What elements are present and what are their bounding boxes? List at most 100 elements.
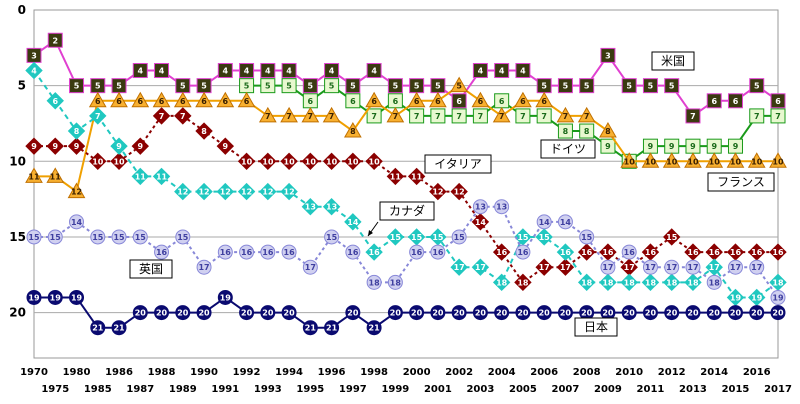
marker-circle	[536, 214, 552, 230]
y-tick-label: 20	[9, 306, 26, 320]
data-point: 6	[237, 91, 256, 108]
data-point: 6	[302, 93, 318, 109]
marker-diamond	[577, 273, 596, 292]
marker-triangle	[620, 152, 639, 168]
data-label: 17	[751, 263, 762, 272]
marker-diamond	[492, 243, 511, 261]
data-label: 15	[539, 233, 551, 242]
data-point: 11	[46, 167, 65, 183]
data-label: 4	[31, 67, 37, 76]
x-tick-label: 1988	[148, 367, 176, 378]
marker-circle	[642, 259, 658, 275]
marker-diamond	[322, 152, 341, 171]
data-point: 20	[642, 305, 658, 321]
data-point: 7	[409, 108, 425, 124]
data-point: 15	[429, 228, 447, 246]
data-label: 20	[284, 309, 296, 318]
marker-diamond	[216, 182, 235, 201]
data-label: 4	[159, 67, 165, 76]
data-label: 6	[499, 97, 505, 106]
series-label-text: フランス	[717, 175, 765, 189]
data-label: 18	[602, 278, 614, 287]
data-label: 18	[687, 278, 699, 287]
data-label: 9	[223, 142, 229, 151]
marker-circle	[451, 305, 467, 321]
data-point: 9	[600, 138, 616, 154]
data-label: 20	[198, 309, 210, 318]
data-point: 13	[322, 197, 341, 216]
data-label: 5	[541, 82, 547, 91]
marker-square	[621, 78, 637, 94]
data-label: 20	[347, 309, 359, 318]
data-label: 10	[709, 157, 721, 166]
data-point: 7	[515, 108, 531, 124]
marker-circle	[706, 274, 722, 290]
data-label: 12	[241, 188, 252, 197]
marker-circle	[727, 305, 743, 321]
data-point: 7	[492, 106, 511, 123]
data-point: 6	[494, 93, 510, 109]
data-label: 20	[624, 309, 636, 318]
data-point: 7	[749, 108, 765, 124]
data-label: 12	[284, 188, 295, 197]
x-tick-label: 1995	[296, 384, 324, 395]
data-point: 20	[685, 305, 701, 321]
data-label: 10	[666, 157, 678, 166]
data-point: 10	[365, 152, 383, 171]
marker-square	[302, 78, 318, 94]
x-tick-label: 1999	[381, 384, 409, 395]
data-point: 15	[535, 228, 553, 246]
marker-circle	[196, 305, 212, 321]
marker-square	[706, 93, 722, 109]
series-label-text: 日本	[584, 320, 608, 334]
data-point: 17	[749, 259, 765, 275]
marker-circle	[494, 305, 510, 321]
data-label: 16	[411, 248, 423, 257]
data-label: 10	[284, 157, 296, 166]
data-label: 7	[329, 112, 335, 121]
marker-circle	[451, 229, 467, 245]
marker-circle	[281, 244, 297, 260]
data-label: 17	[602, 263, 613, 272]
series-イタリア: 9 9 9 10 10 9 7 7 8 9 10 10 10 10 10 10 10 11 11 12 12 14 16 18…	[25, 107, 787, 292]
data-label: 6	[371, 97, 377, 106]
data-point: 10	[280, 152, 298, 171]
data-label: 13	[496, 203, 507, 212]
data-label: 10	[645, 157, 657, 166]
data-label: 14	[347, 218, 359, 227]
marker-square	[770, 93, 786, 109]
data-point: 4	[494, 63, 510, 79]
data-label: 16	[517, 248, 529, 257]
y-tick-label: 15	[9, 230, 26, 244]
data-label: 9	[605, 142, 611, 151]
y-tick-label: 5	[18, 79, 26, 93]
data-point: 20	[494, 305, 510, 321]
data-label: 17	[560, 263, 571, 272]
data-label: 5	[308, 82, 314, 91]
marker-square	[557, 123, 573, 139]
data-point: 15	[132, 229, 148, 245]
data-label: 17	[709, 263, 720, 272]
marker-triangle	[25, 167, 43, 183]
data-point: 16	[769, 243, 787, 261]
data-point: 7	[366, 108, 382, 124]
marker-circle	[47, 289, 63, 305]
data-point: 16	[726, 243, 745, 261]
data-point: 16	[281, 244, 297, 260]
data-point: 4	[132, 63, 148, 79]
marker-circle	[26, 229, 42, 245]
data-point: 20	[727, 305, 743, 321]
x-tick-label: 2008	[573, 367, 601, 378]
series-label-box	[651, 51, 695, 71]
data-label: 4	[286, 67, 292, 76]
data-point: 18	[706, 274, 722, 290]
data-label: 5	[286, 82, 292, 91]
data-label: 18	[772, 278, 784, 287]
data-point: 14	[536, 214, 552, 230]
data-point: 20	[345, 305, 361, 321]
data-label: 5	[180, 82, 186, 91]
data-point: 20	[132, 305, 148, 321]
data-point: 4	[154, 63, 170, 79]
data-label: 5	[414, 82, 420, 91]
marker-circle	[430, 244, 446, 260]
